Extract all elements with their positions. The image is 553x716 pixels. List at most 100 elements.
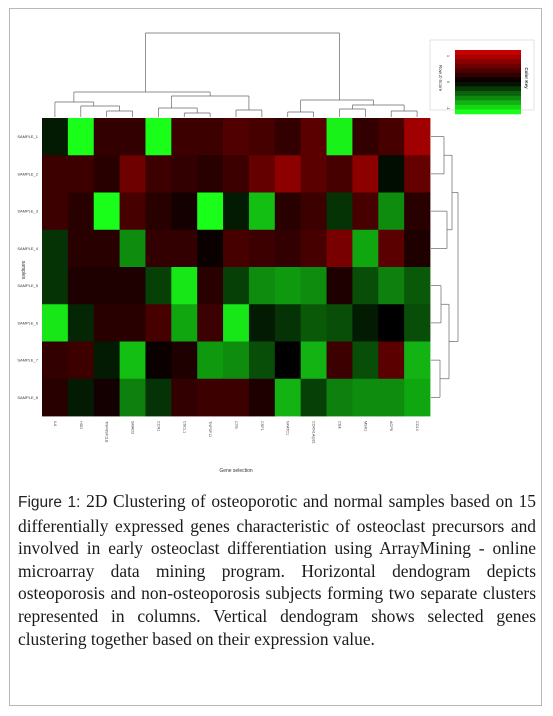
heatmap-cell [352,118,379,156]
color-key-tick-low: -1 [446,106,450,109]
heatmap-cell [42,155,69,193]
heatmap-cell [67,341,95,380]
heatmap-cell [300,378,327,417]
heatmap-cell [326,118,353,156]
heatmap-cell [67,155,95,193]
heatmap-cell [93,267,120,305]
heatmap-cell [274,229,302,268]
heatmap-cell [404,229,431,268]
heatmap-cell [145,378,172,417]
heatmap-cell [300,341,327,380]
color-key-band [455,68,521,74]
heatmap-cell [404,118,431,156]
x-axis-label: Gene selection [219,468,253,474]
heatmap-cell [404,155,431,193]
heatmap-cell [42,267,69,305]
heatmap-cell [404,341,431,380]
column-label: MSK1 [363,421,367,431]
heatmap-cell [300,192,327,231]
heatmap-cell [274,341,302,380]
figure-caption: Figure 1: 2D Clustering of osteoporotic … [18,490,536,650]
color-key: Color Key Row Z-Score -1 0 1 [429,39,535,115]
heatmap-cell [326,192,353,231]
heatmap-cell [119,118,146,156]
color-key-gradient [455,50,521,115]
heatmap-cell [197,229,224,268]
color-key-band [455,54,521,60]
caption-text: 2D Clustering of osteoporotic and normal… [18,491,536,649]
heatmap-cell [93,304,120,342]
heatmap-cell [171,155,198,193]
heatmap-cell [248,192,276,231]
row-labels: SAMPLE_1 SAMPLE_2 SAMPLE_3 SAMPLE_4 SAMPLE_5… [17,134,38,400]
heatmap-cell [171,267,198,305]
heatmap-cell [171,341,198,380]
color-key-band [455,91,521,97]
heatmap-cell [93,341,120,380]
heatmap-cell [378,267,405,305]
heatmap-cell [119,378,146,417]
heatmap-cell [248,155,276,193]
heatmap-cell [378,155,405,193]
row-label: SAMPLE_3 [17,209,38,214]
heatmap-cell [378,378,405,417]
heatmap-cell [248,267,276,305]
heatmap-cell [223,155,250,193]
heatmap-cell [404,267,431,305]
row-label: SAMPLE_5 [17,283,38,288]
heatmap-cell [145,192,172,231]
heatmap-cell [326,378,353,417]
heatmap-cell [197,341,224,380]
heatmap-cell [42,229,69,268]
color-key-band [455,72,521,78]
heatmap-cell [223,341,250,380]
heatmap-cell [42,304,69,342]
heatmap-cell [274,378,302,417]
heatmap-cell [42,378,69,417]
heatmap-cell [67,229,95,268]
heatmap-cell [378,118,405,156]
column-label: IL6 [53,421,57,426]
heatmap-cell [93,229,120,268]
column-label: ACP5 [389,421,393,431]
heatmap-cell [93,192,120,231]
heatmap-cell [223,229,250,268]
heatmap-cell [119,155,146,193]
color-key-band [455,100,521,106]
heatmap-cell [352,267,379,305]
heatmap-cell [378,304,405,342]
heatmap-cell [67,267,95,305]
heatmap-cell [326,229,353,268]
heatmap-cell [93,378,120,417]
heatmap-cell [119,304,146,342]
heatmap-cell [326,341,353,380]
heatmap-cell [197,378,224,417]
color-key-band [455,63,521,69]
heatmap-cell [145,229,172,268]
heatmap-cell [248,118,276,156]
heatmap-cell [404,304,431,342]
column-label: SMAD2 [131,421,135,434]
column-label: CDKN1A/p21 [312,421,316,444]
row-label: SAMPLE_6 [17,320,38,325]
heatmap-cell [145,304,172,342]
heatmap-cell [274,118,302,156]
column-label: CSCL1 [182,421,186,433]
color-key-band [455,77,521,83]
heatmap-cell [404,378,431,417]
heatmap-cell [171,229,198,268]
color-key-band [455,95,521,101]
column-label: CCR1 [156,421,160,431]
row-label: SAMPLE_2 [17,171,38,176]
y-axis-label: samples [20,261,26,280]
color-key-band [455,104,521,110]
heatmap-cell [119,192,146,231]
heatmap-cell [300,267,327,305]
heatmap-cell [42,341,69,380]
color-key-band [455,109,521,115]
heatmap-cell [352,341,379,380]
heatmap-cell [171,304,198,342]
heatmap-cell [274,304,302,342]
heatmap-cell [248,304,276,342]
